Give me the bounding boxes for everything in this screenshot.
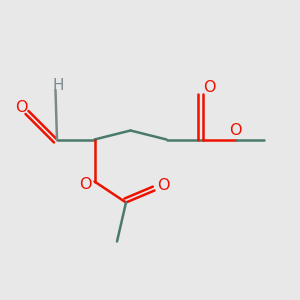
Text: O: O [203, 80, 215, 95]
Text: H: H [53, 78, 64, 93]
Text: O: O [15, 100, 27, 116]
Text: O: O [229, 123, 241, 138]
Text: O: O [79, 177, 92, 192]
Text: O: O [157, 178, 170, 194]
